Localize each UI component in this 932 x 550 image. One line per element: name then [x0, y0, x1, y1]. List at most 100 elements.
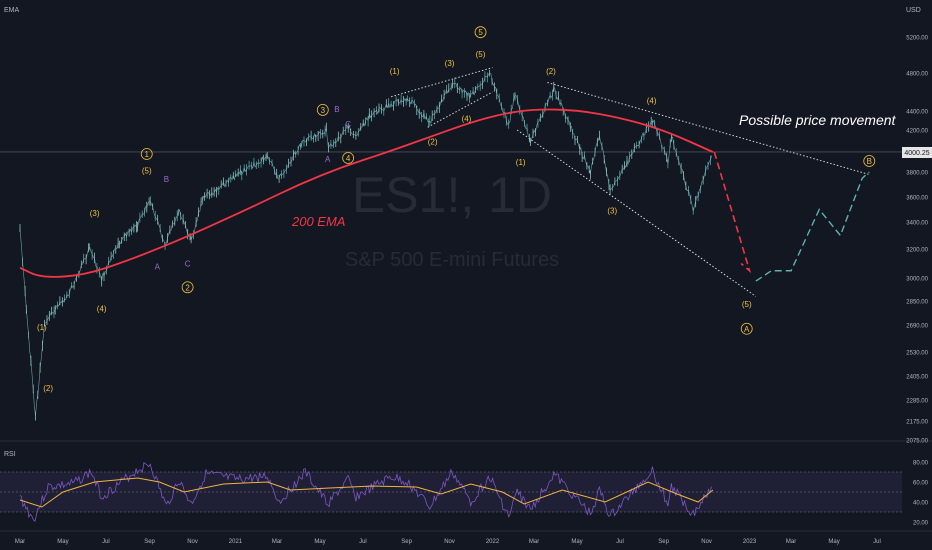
wave-label-text: (4) [647, 96, 657, 105]
wave-label: A [325, 155, 331, 164]
wave-label-circle [740, 322, 753, 335]
wave-label-circle [863, 155, 876, 167]
time-tick-label: May [57, 539, 68, 545]
price-tick-label: 2285.00 [906, 399, 928, 405]
time-tick-label: 2023 [743, 539, 757, 545]
wave-label: 5 [474, 26, 487, 39]
wave-label-text: C [185, 259, 191, 268]
price-tick-label: 4800.00 [906, 72, 928, 78]
wave-label: (5) [476, 50, 486, 59]
price-tick-label: 2175.00 [906, 420, 928, 426]
wave-label-circle [316, 104, 329, 116]
wave-label-circle [181, 281, 194, 294]
wave-label-text: (5) [476, 50, 486, 59]
time-tick-label: May [314, 539, 325, 545]
wave-label-text: (2) [43, 384, 53, 393]
wave-label: B [164, 175, 169, 184]
price-tick-label: 2075.00 [906, 439, 928, 445]
projection-down [713, 151, 752, 274]
price-tick-label: 2530.00 [906, 351, 928, 357]
price-series [19, 69, 712, 421]
rsi-band-fill [0, 472, 902, 512]
price-tick-label: 3600.00 [906, 196, 928, 202]
wave-label: A [155, 262, 161, 271]
wave-label-text: (2) [428, 137, 438, 146]
wave-label: (3) [445, 59, 455, 68]
price-tick-label: 3000.00 [906, 277, 928, 283]
rsi-tick-label: 40.00 [913, 501, 929, 507]
wave-label-text: (4) [97, 305, 107, 314]
wave-label: (3) [90, 209, 100, 218]
time-tick-label: May [828, 539, 839, 545]
rsi-tick-label: 60.00 [913, 481, 929, 487]
wave-label-text: B [164, 175, 169, 184]
price-tick-label: 3200.00 [906, 248, 928, 254]
watermark-subtitle: S&P 500 E-mini Futures [345, 249, 559, 271]
wave-label: (5) [742, 300, 752, 309]
wave-label-circle [474, 26, 487, 39]
wave-label-text: 3 [321, 106, 326, 115]
wave-label-text: B [334, 105, 339, 114]
wave-labels: (1)(2)(3)(4)(5)1BA C23 BAC4(1)(2)(3)(4)(5)… [37, 26, 876, 393]
rsi-label: RSI [4, 451, 16, 458]
wave-label-text: 1 [145, 150, 150, 159]
wave-label: (2) [428, 137, 438, 146]
wave-label-text: (3) [445, 59, 455, 68]
wave-label: 3 [316, 104, 329, 116]
wave-label: (1) [37, 323, 47, 332]
ema-series [19, 108, 714, 278]
wave-label-circle [342, 152, 355, 164]
wave-label: (4) [647, 96, 657, 105]
rsi-series [19, 461, 714, 522]
price-tick-label: 5200.00 [906, 36, 928, 42]
ema-line [19, 108, 714, 278]
price-tick-label: 2690.00 [906, 324, 928, 330]
price-line [19, 72, 712, 416]
wave-label-text: A [325, 155, 331, 164]
wave-label: (5) [142, 166, 152, 175]
wave-label-text: (5) [142, 166, 152, 175]
time-tick-label: May [571, 539, 582, 545]
grid [0, 151, 932, 532]
wave-label: A [740, 322, 753, 335]
axes: 5200.004800.004400.004200.004000.003800.… [15, 36, 929, 546]
wave-label-text: 4 [346, 154, 351, 163]
ema-label: 200 EMA [291, 214, 345, 229]
wave-label: (2) [43, 384, 53, 393]
time-tick-label: Mar [272, 539, 282, 545]
rsi-band [0, 471, 902, 513]
wave-label: 4 [342, 152, 355, 164]
wave-label-text: (1) [390, 67, 400, 76]
wave-label-text: (1) [516, 158, 526, 167]
wave-label-text: (3) [90, 209, 100, 218]
rsi-tick-label: 20.00 [913, 521, 929, 527]
time-tick-label: Sep [401, 539, 412, 545]
trendline [390, 67, 493, 98]
projection-up [755, 171, 870, 282]
time-tick-label: Mar [786, 539, 796, 545]
wave-label: (2) [546, 67, 556, 76]
wave-label: B [863, 155, 876, 167]
wave-label-text: (2) [546, 67, 556, 76]
wave-label-text: (5) [742, 300, 752, 309]
time-tick-label: Sep [658, 539, 669, 545]
wave-label-text: A [155, 262, 161, 271]
time-tick-label: Jul [102, 539, 110, 545]
time-tick-label: Mar [529, 539, 539, 545]
trendlines [390, 67, 870, 297]
time-tick-label: Jul [873, 539, 881, 545]
projection-label: Possible price movement [739, 112, 897, 128]
price-tick-label: 2850.00 [906, 300, 928, 306]
wave-label: C [185, 259, 191, 268]
time-tick-label: Jul [359, 539, 367, 545]
price-tick-label: 4400.00 [906, 110, 928, 116]
wave-label: (1) [390, 67, 400, 76]
wave-label-text: (3) [607, 206, 617, 215]
wave-label-text: 2 [185, 283, 190, 292]
time-tick-label: Nov [701, 539, 712, 545]
wave-label-text: B [867, 157, 872, 166]
wave-label: (3) [607, 206, 617, 215]
time-tick-label: Jul [616, 539, 624, 545]
time-tick-label: Sep [144, 539, 155, 545]
